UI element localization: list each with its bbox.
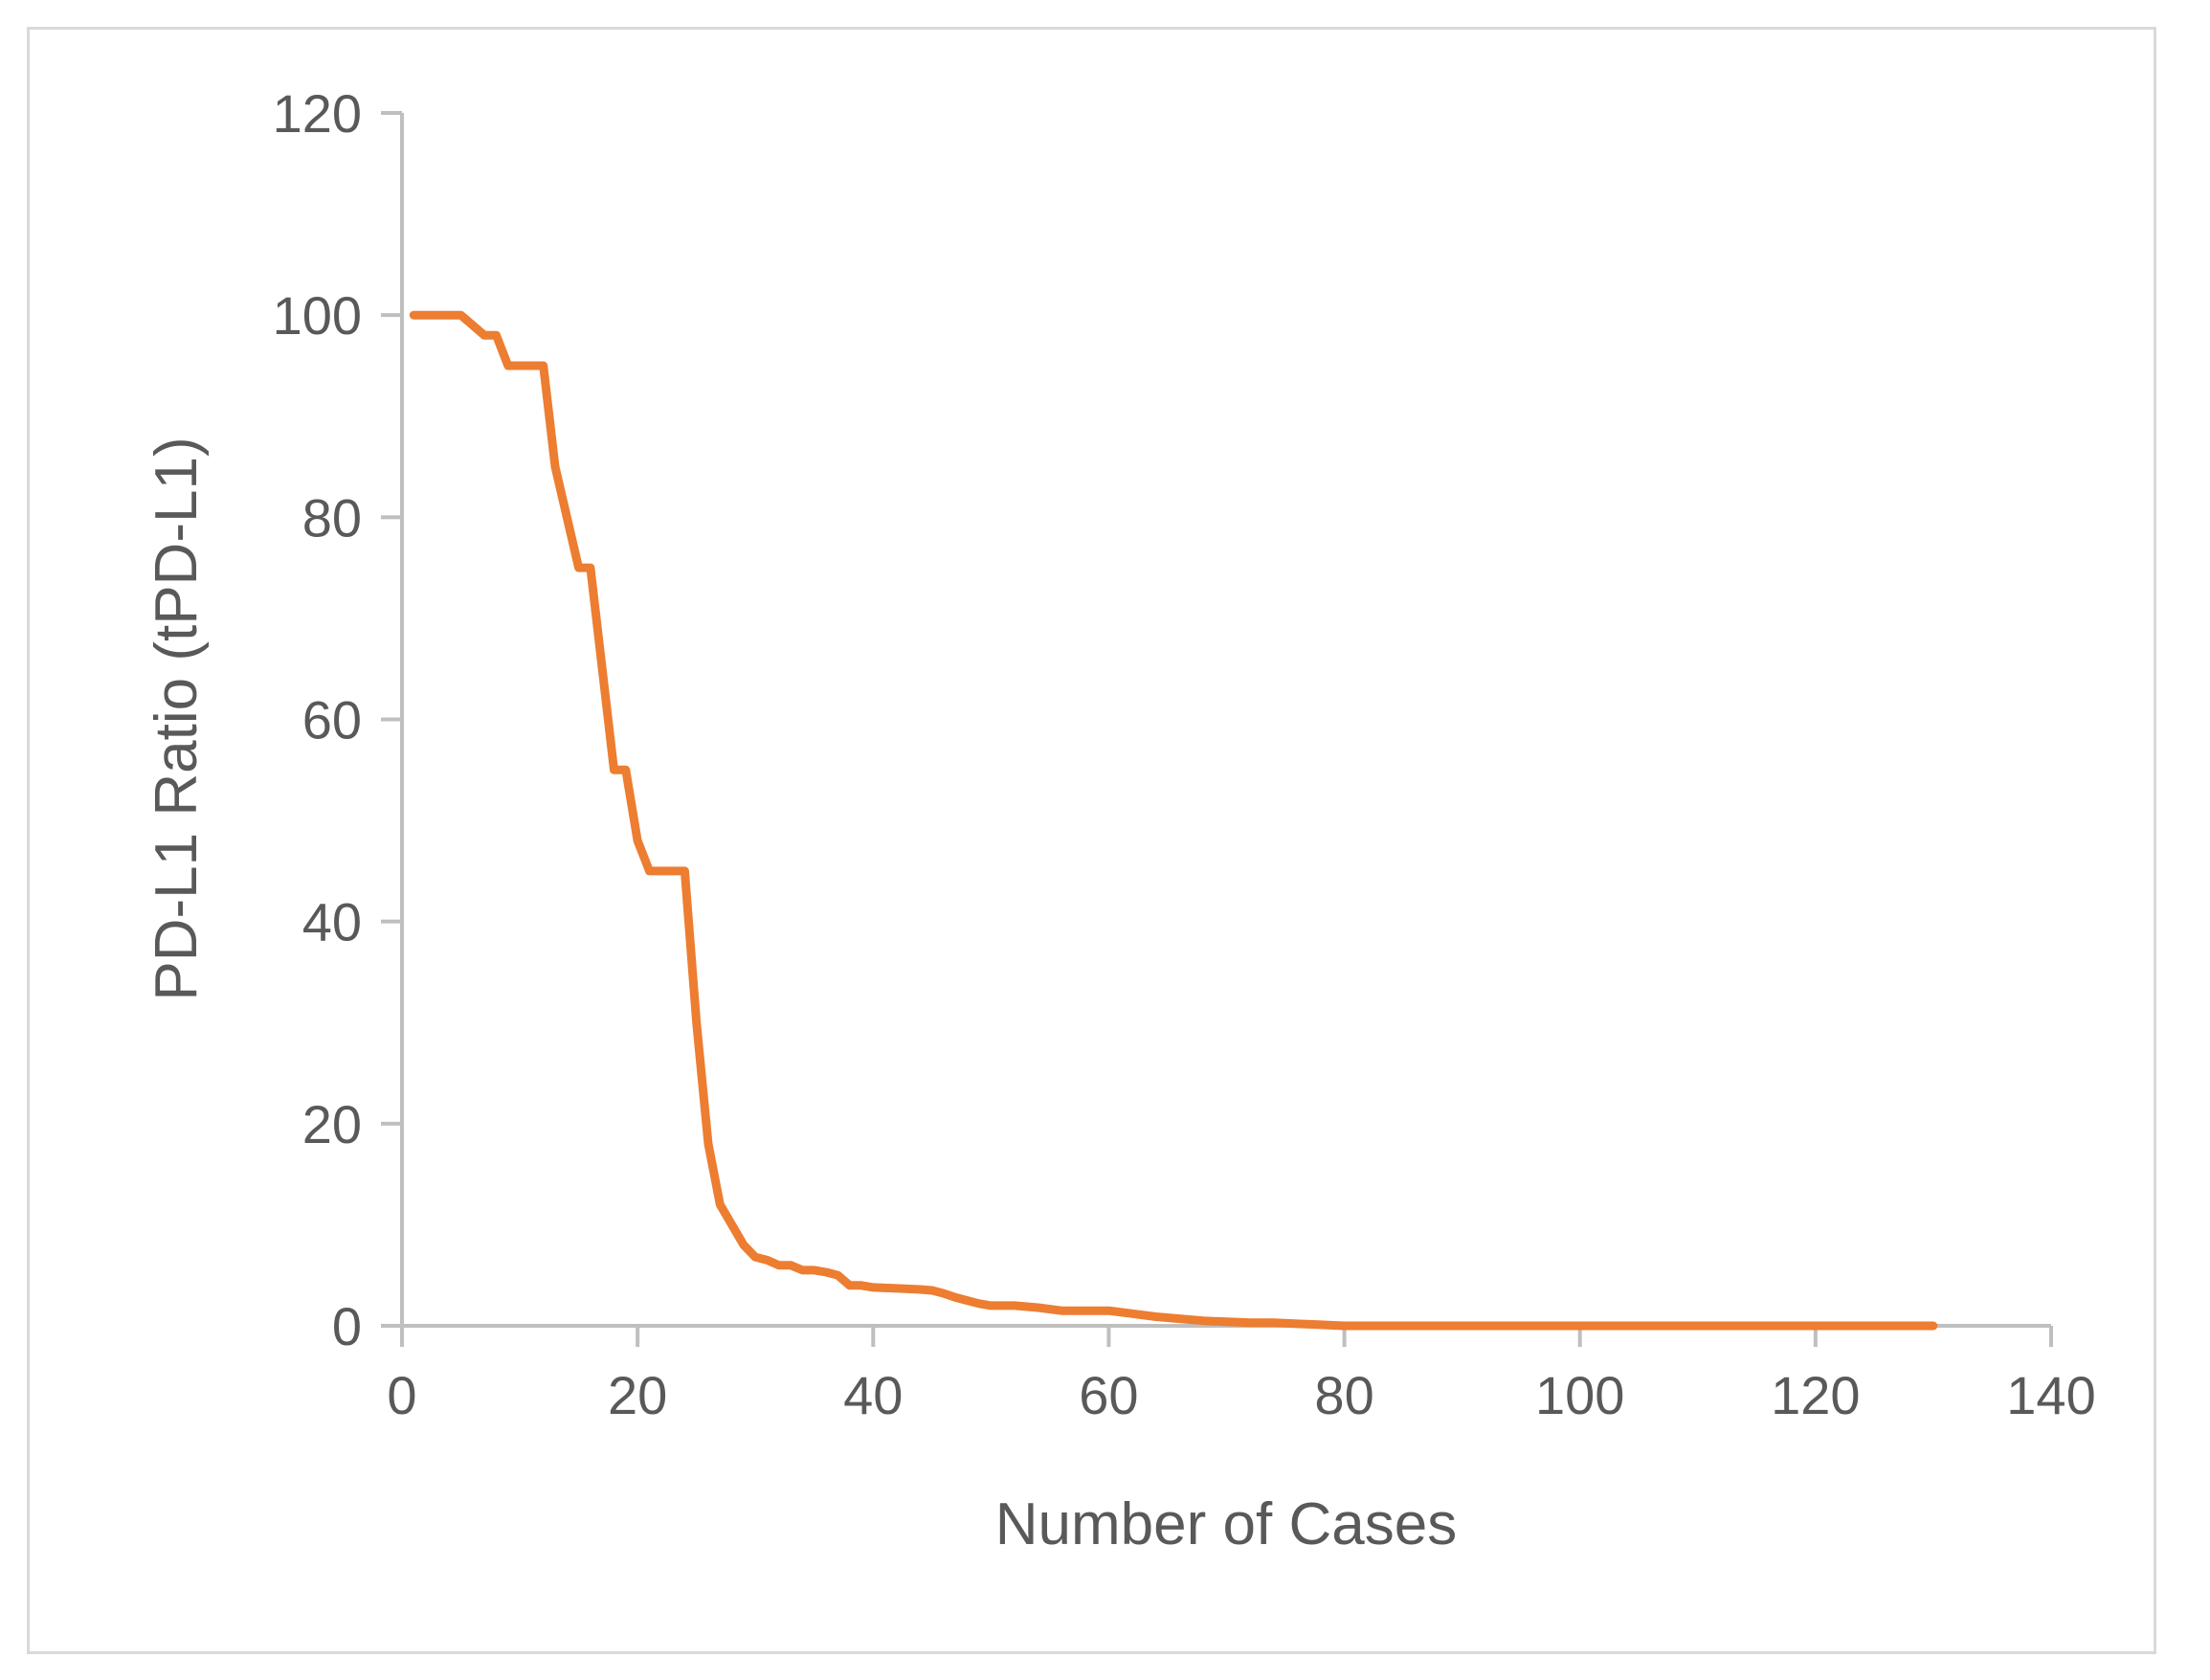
series-line [409,310,1938,1331]
y-tick-label: 0 [332,1296,362,1356]
x-tick-label: 20 [608,1365,667,1425]
chart-frame [27,27,2156,1654]
y-tick-label: 100 [273,285,362,346]
y-tick-label: 120 [273,83,362,144]
x-axis-ticks: 0 20 40 60 80 100 120 140 [387,1326,2096,1425]
y-tick-label: 80 [302,487,362,548]
y-tick-label: 40 [302,892,362,952]
y-axis-title: PD-L1 Ratio (tPD-L1) [144,437,210,1000]
y-tick-label: 60 [302,690,362,750]
x-tick-label: 120 [1771,1365,1860,1425]
y-axis-ticks: 0 20 40 60 80 100 120 [273,83,402,1356]
x-tick-label: 140 [2006,1365,2095,1425]
x-tick-label: 40 [843,1365,903,1425]
x-axis-title: Number of Cases [995,1491,1457,1557]
y-tick-label: 20 [302,1094,362,1154]
x-tick-label: 60 [1079,1365,1138,1425]
x-tick-label: 0 [387,1365,416,1425]
x-tick-label: 100 [1535,1365,1624,1425]
x-tick-label: 80 [1314,1365,1373,1425]
